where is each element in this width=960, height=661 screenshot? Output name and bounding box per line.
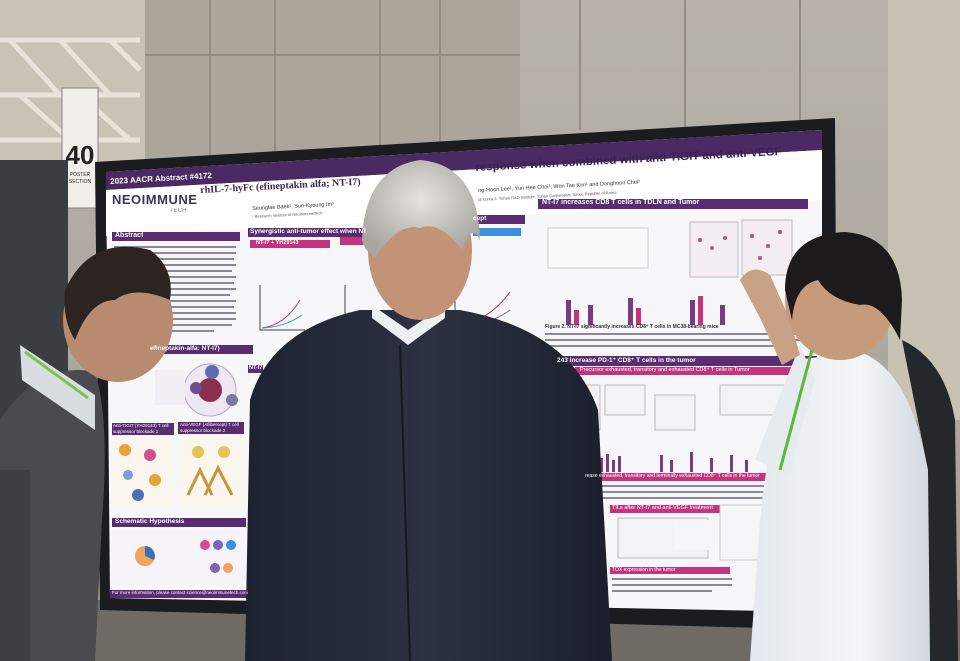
concept-header-bar [470, 215, 525, 224]
efineptakin-header: efineptakin-alfa: NT-I7) [150, 345, 220, 352]
anti-vegf-bar [178, 422, 244, 434]
efineptakin-header-bar [148, 345, 253, 354]
exhaustion-figures [569, 384, 801, 592]
exhausted-header-bar [583, 473, 783, 481]
poster-footer: For more information, please contact sci… [112, 590, 249, 595]
tox-header: TOX expression in the tumor [612, 567, 676, 573]
precursor-header: Precursor exhausted, transitory and exha… [580, 367, 750, 373]
nt-label-bar [250, 240, 330, 248]
person-left [0, 246, 173, 661]
person-center [245, 160, 612, 661]
abstract-header: Abstract [115, 232, 144, 239]
synergy-header: Synergistic anti-tumor effect when NT-I7 [250, 228, 366, 235]
tox-header-bar [610, 567, 730, 574]
pd1-header: 243 increase PD-1⁺ CD8⁺ T cells in the t… [557, 357, 696, 364]
concept-blue-bar [473, 228, 521, 236]
footer-bar [110, 590, 250, 598]
schematic-header: Schematic Hypothesis [115, 518, 185, 525]
precursor-header-bar [575, 367, 817, 375]
nt-label-bar-2 [340, 237, 365, 245]
exhausted-header: rease exhausted, transitory and terminal… [585, 473, 760, 479]
cd8-figures [545, 219, 805, 347]
poster-logo-sub: TECH [170, 208, 187, 214]
nt-short-bar [248, 365, 263, 373]
nt-label: NT-I7 + YH29143 [256, 240, 299, 246]
anti-tigit-header: Anti-TIGIT (YH29143) T cell suppressor b… [113, 423, 169, 434]
booth-number: 40 [65, 140, 95, 170]
wall-panel-lines [145, 0, 801, 160]
schematic-figure [112, 530, 246, 586]
mechanism-illustrations [112, 437, 244, 507]
tils-header: TILs after NT-I7 and anti-VEGF treatment [612, 505, 713, 511]
wall-panels [145, 0, 520, 160]
person-right [740, 232, 958, 661]
booth-sign-text: POSTER SECTION [68, 172, 92, 185]
nt-i7-diagram [155, 363, 238, 417]
abstract-header-bar [112, 232, 240, 241]
cd8-header: NT-I7 increases CD8 T cells in TDLN and … [542, 199, 700, 206]
concept-header: cept [473, 215, 487, 222]
anti-tigit-bar [112, 423, 174, 435]
nt-short-header: NT-I7 and [249, 365, 264, 371]
anti-vegf-header: Anti-VEGF (Aflibercept) T cell suppresso… [180, 422, 239, 433]
cd8-header-bar [538, 199, 808, 209]
pd1-header-bar [555, 356, 817, 366]
synergy-header-bar [248, 228, 366, 237]
poster-logo: NEOIMMUNE [112, 192, 198, 207]
poster-title-banner [106, 130, 822, 190]
tils-header-bar [610, 505, 780, 513]
pillar-right [888, 0, 960, 420]
figure-caption: Figure 2. NT-I7 significantly increases … [545, 324, 719, 330]
schematic-header-bar [112, 518, 246, 527]
